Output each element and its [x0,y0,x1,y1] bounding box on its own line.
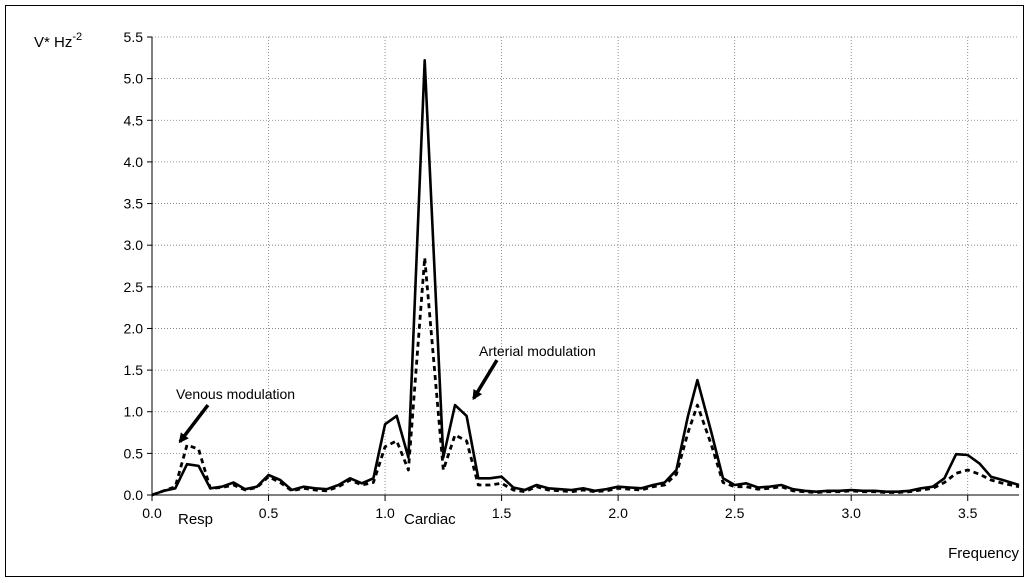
series [151,58,1020,497]
x-tick-label: 3.0 [841,505,861,521]
y-tick-label: 3.0 [124,237,144,253]
y-tick-label: 0.0 [124,487,144,503]
axes [151,37,1019,496]
x-tick-label: 2.5 [725,505,745,521]
y-tick-label: 1.0 [124,404,144,420]
venous-annotation-label: Venous modulation [176,386,295,402]
y-tick-label: 2.0 [124,320,144,336]
x-tick-label: 0.5 [259,505,279,521]
x-tick-label: 1.0 [375,505,395,521]
x-tick-label: 1.5 [492,505,512,521]
y-tick-label: 2.5 [124,279,144,295]
y-tick-label: 5.0 [124,71,144,87]
series-line-dashed [151,256,1020,497]
arterial-annotation-arrow [472,359,499,401]
y-tick-label: 5.5 [124,29,144,45]
x-tick-label: 3.5 [958,505,978,521]
series-line-solid [151,58,1020,497]
arterial-annotation-label: Arterial modulation [479,343,596,359]
region-label-resp: Resp [178,511,213,528]
y-axis-label: V* Hz-2 [34,31,82,51]
chart-frame [5,5,1024,577]
y-tick-label: 4.0 [124,154,144,170]
y-axis-label-main: V* Hz [34,34,72,51]
venous-annotation-arrow [178,404,210,444]
x-axis-label: Frequency [948,545,1019,562]
y-axis-label-exponent: -2 [72,31,82,43]
x-tick-label: 0.0 [142,505,162,521]
grid [152,36,1019,495]
y-tick-label: 4.5 [124,112,144,128]
x-tick-label: 2.0 [608,505,628,521]
y-tick-label: 1.5 [124,362,144,378]
y-tick-label: 3.5 [124,196,144,212]
annotations: Venous modulation Arterial modulation [176,343,596,444]
region-label-cardiac: Cardiac [404,511,456,528]
y-tick-label: 0.5 [124,445,144,461]
ticks: 0.0 0.5 1.0 1.5 2.0 2.5 3.0 3.5 4.0 4.5 5.0 5.5 0.0 0… [124,29,978,521]
